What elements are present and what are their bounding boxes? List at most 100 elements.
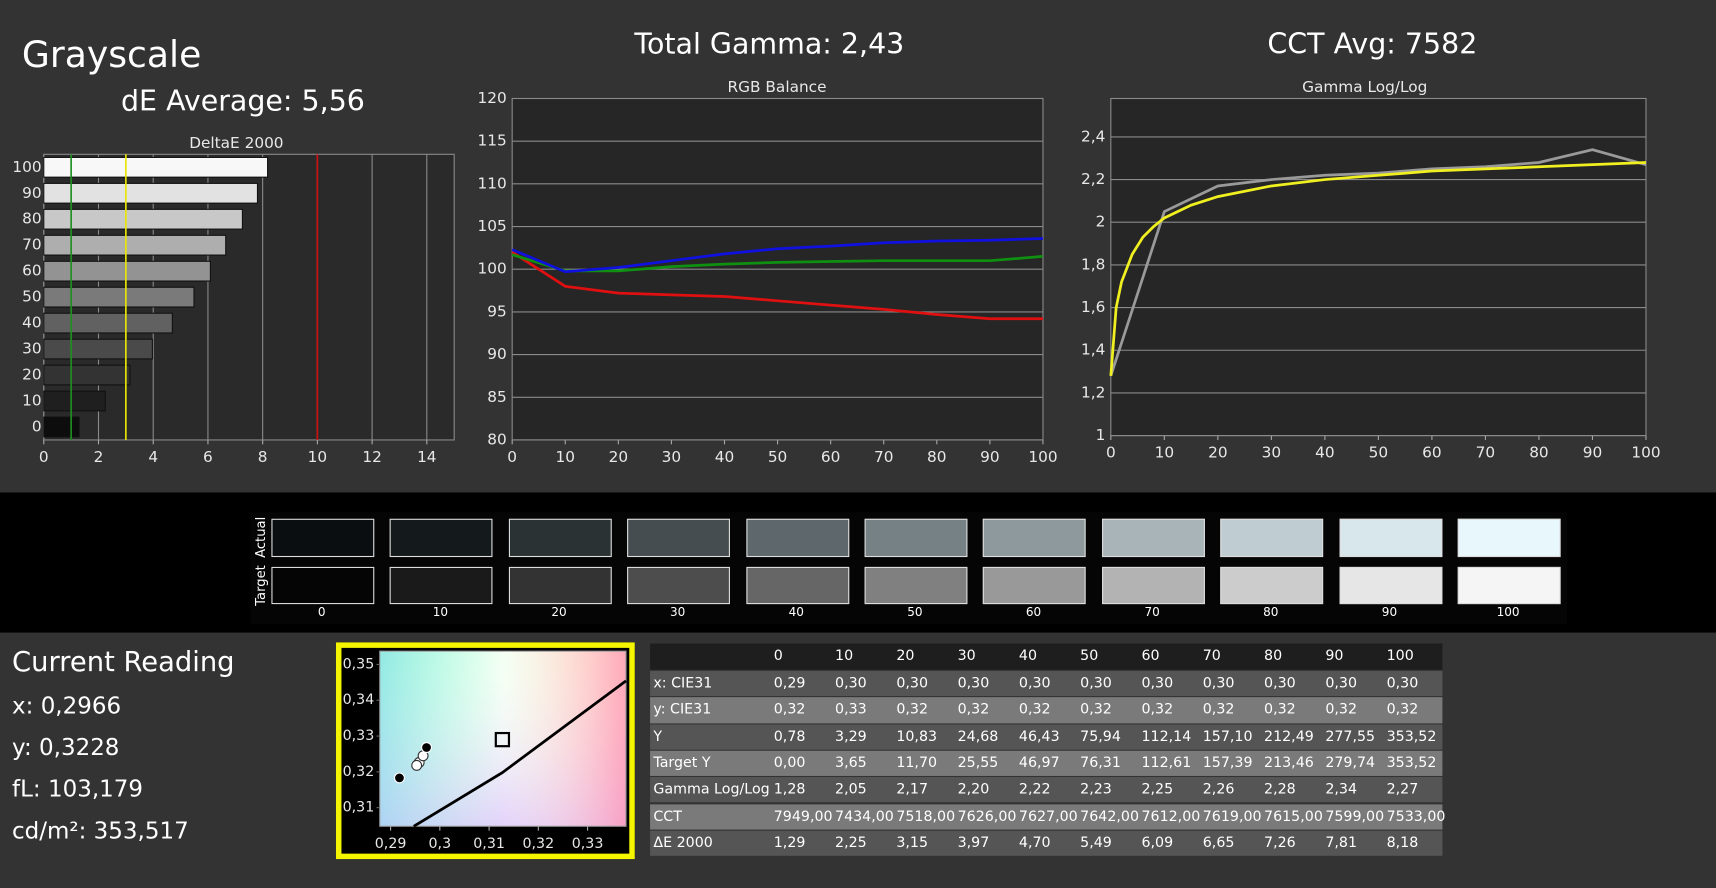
table-cell: 112,61: [1141, 755, 1192, 772]
reading-line: y: 0,3228: [12, 734, 120, 761]
category-label: 80: [22, 210, 42, 228]
table-cell: 2,05: [835, 781, 867, 799]
table-cell: 0,32: [1018, 701, 1051, 719]
y-tick-label: 2: [1096, 213, 1106, 231]
y-tick-label: 0,31: [343, 800, 375, 816]
y-tick-label: 110: [477, 174, 506, 192]
swatch-label: 10: [432, 605, 449, 620]
table-cell: 353,52: [1386, 728, 1437, 745]
table-cell: 7533,00: [1386, 808, 1446, 825]
table-cell: 76,31: [1080, 755, 1121, 772]
bar: [43, 338, 153, 360]
swatch-label: 20: [551, 605, 567, 620]
table-cell: 277,55: [1325, 728, 1376, 745]
series-line: [1109, 161, 1647, 376]
table-cell: 157,39: [1202, 755, 1253, 772]
table-cell: 0,30: [1202, 675, 1235, 692]
chart-title: Gamma Log/Log: [1302, 78, 1427, 96]
y-tick-label: 80: [487, 430, 507, 448]
category-label: 60: [22, 262, 42, 280]
table-cell: 0,32: [1264, 701, 1296, 719]
x-tick-label: 30: [662, 448, 682, 466]
measured-point: [393, 772, 405, 784]
series-line: [1109, 148, 1647, 377]
x-tick-label: 10: [308, 448, 328, 466]
swatch-label: 60: [1025, 605, 1042, 620]
table-cell: 3,65: [835, 755, 867, 772]
x-tick-label: 100: [1028, 448, 1057, 466]
target-swatch: [271, 566, 375, 605]
actual-swatch: [745, 518, 849, 558]
x-tick-label: 30: [1262, 444, 1282, 462]
column-header: 0: [773, 647, 783, 665]
x-tick-label: 70: [1476, 444, 1496, 462]
actual-swatch: [864, 518, 968, 558]
target-swatch: [745, 566, 849, 605]
table-cell: 0,00: [773, 755, 806, 772]
category-label: 50: [22, 288, 42, 306]
table-cell: 7642,00: [1080, 808, 1140, 825]
reading-line: fL: 103,179: [12, 775, 144, 803]
row-label: ΔE 2000: [653, 834, 713, 852]
swatch-label: 40: [788, 605, 804, 620]
table-cell: 353,52: [1386, 755, 1437, 772]
table-cell: 1,29: [773, 834, 806, 852]
x-tick-label: 90: [1583, 444, 1603, 462]
table-cell: 6,65: [1202, 834, 1235, 852]
table-cell: 7612,00: [1141, 808, 1201, 825]
table-cell: 46,97: [1018, 755, 1060, 772]
chart-title: DeltaE 2000: [189, 134, 283, 152]
table-cell: 0,30: [1325, 675, 1358, 692]
bar: [43, 260, 211, 282]
table-cell: 7599,00: [1325, 808, 1385, 825]
actual-swatch: [1457, 518, 1561, 558]
table-cell: 0,32: [957, 701, 990, 719]
row-label: Target Y: [653, 755, 711, 772]
table-cell: 213,46: [1264, 755, 1314, 772]
total-gamma: Total Gamma: 2,43: [634, 28, 905, 62]
table-cell: 10,83: [896, 728, 938, 745]
table-row: [650, 724, 1443, 750]
table-row: [650, 750, 1443, 777]
table-cell: 2,20: [957, 781, 990, 799]
plot-area: [1110, 97, 1647, 437]
table-cell: 0,32: [1141, 701, 1174, 719]
table-cell: 0,32: [1080, 701, 1112, 719]
y-tick-label: 0,34: [343, 692, 375, 708]
bar: [43, 208, 243, 230]
y-tick-label: 0,35: [343, 656, 375, 672]
table-cell: 0,32: [773, 701, 806, 719]
table-cell: 112,14: [1141, 728, 1192, 745]
table-cell: 1,28: [773, 781, 806, 799]
y-tick-label: 1,4: [1081, 341, 1105, 359]
x-tick-label: 10: [1155, 444, 1175, 462]
table-header-bg: [650, 643, 1443, 670]
table-cell: 3,29: [835, 728, 867, 745]
table-row: [650, 803, 1443, 830]
y-tick-label: 1: [1096, 426, 1106, 444]
x-tick-label: 60: [821, 448, 841, 466]
table-row: [650, 777, 1443, 803]
table-cell: 7619,00: [1202, 808, 1262, 825]
table-cell: 0,33: [835, 701, 867, 719]
column-header: 80: [1264, 647, 1283, 665]
y-tick-label: 100: [477, 260, 506, 278]
table-cell: 46,43: [1018, 728, 1060, 745]
table-cell: 2,27: [1386, 781, 1419, 799]
column-header: 10: [835, 647, 854, 665]
row-label: y: CIE31: [653, 701, 712, 719]
column-header: 100: [1386, 647, 1414, 665]
table-row: [650, 697, 1443, 723]
table-cell: 75,94: [1080, 728, 1121, 745]
column-header: 20: [896, 647, 915, 665]
bar: [43, 364, 131, 386]
chart-title: RGB Balance: [728, 78, 827, 96]
swatch-label: 80: [1263, 605, 1279, 620]
target-swatch: [1101, 566, 1205, 605]
actual-swatch: [1339, 518, 1442, 558]
x-tick-label: 80: [1529, 444, 1549, 462]
x-tick-label: 80: [927, 448, 947, 466]
column-header: 50: [1080, 647, 1099, 665]
table-cell: 7,81: [1325, 834, 1358, 852]
bar: [43, 156, 269, 178]
